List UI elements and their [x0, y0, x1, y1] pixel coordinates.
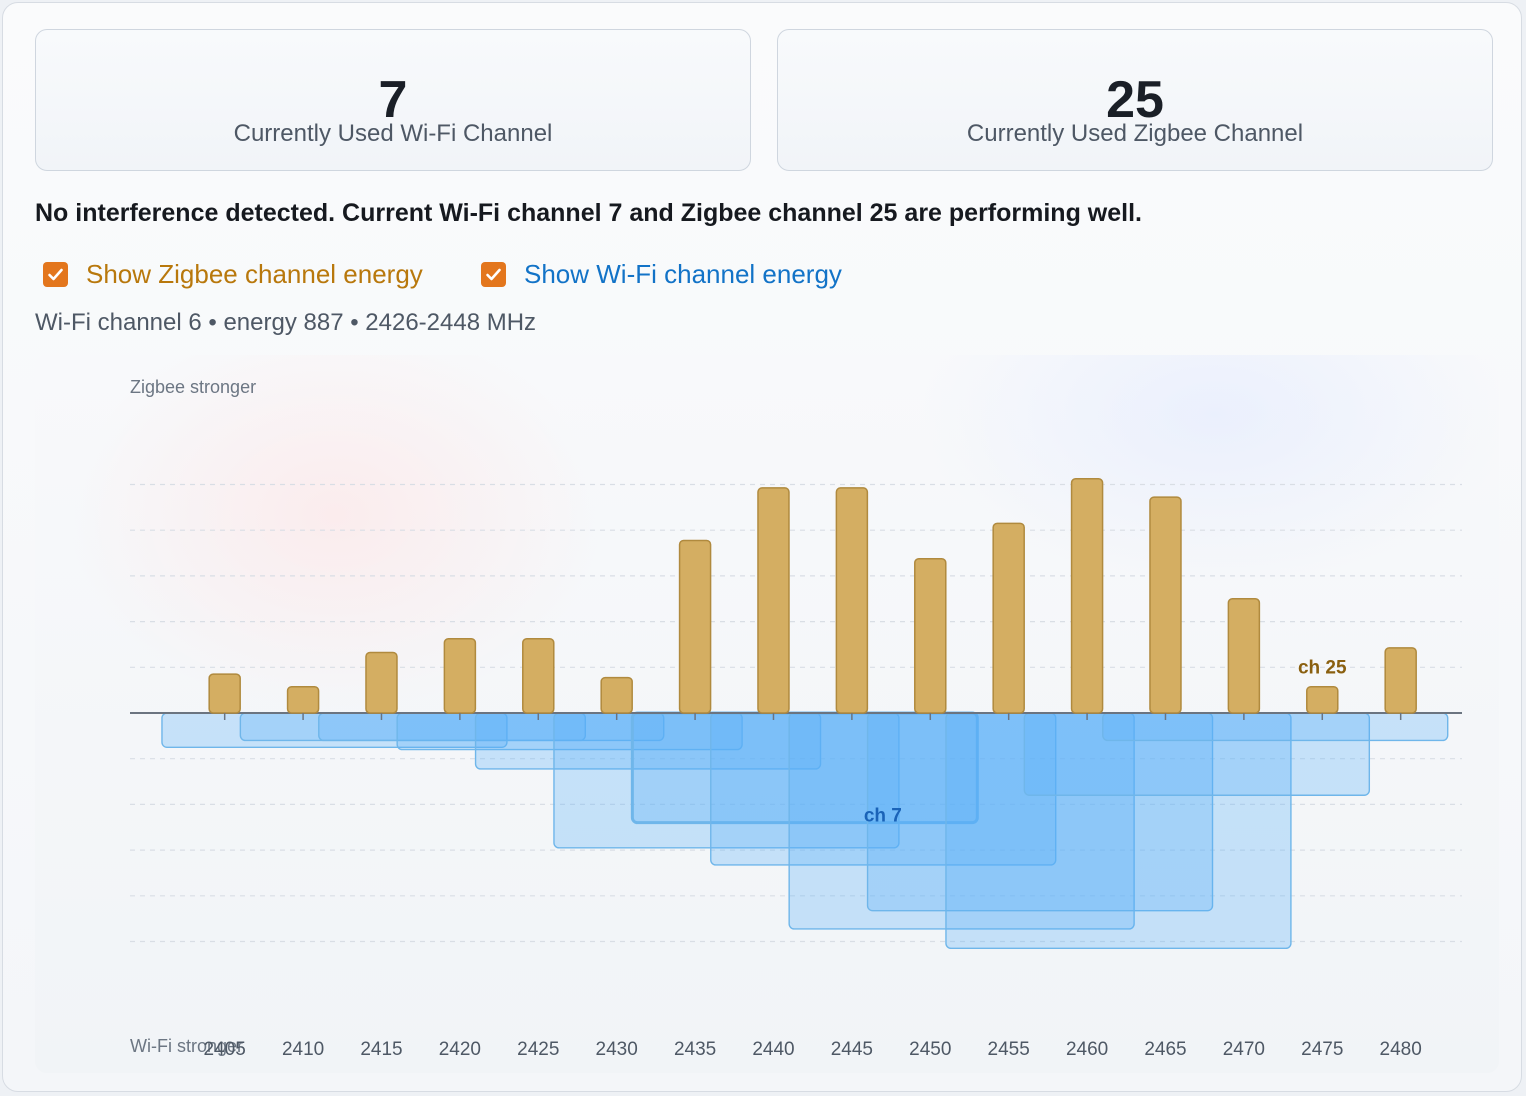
zigbee-channel-bar [1227, 598, 1261, 714]
wifi-current-channel-label: ch 7 [864, 806, 902, 827]
spectrum-chart-svg: Zigbee stronger ch 25 ch 7 Wi-Fi stronger… [130, 377, 1462, 1060]
zigbee-channel-bar [757, 487, 790, 714]
x-tick-label: 2410 [282, 1039, 324, 1060]
x-tick-label: 2455 [988, 1039, 1030, 1060]
x-tick-label: 2480 [1380, 1039, 1422, 1060]
zigbee-energy-toggle[interactable]: Show Zigbee channel energy [43, 259, 423, 289]
x-tick-label: 2405 [204, 1039, 246, 1060]
zigbee-energy-toggle-label: Show Zigbee channel energy [86, 258, 423, 289]
zigbee-channel-bar [522, 637, 555, 714]
hover-info-readout: Wi-Fi channel 6 • energy 887 • 2426-2448… [35, 309, 537, 336]
wifi-channel-value: 7 [378, 71, 408, 129]
zigbee-channel-bar [914, 558, 947, 714]
zigbee-channel-bar [1149, 496, 1182, 714]
zigbee-energy-series [208, 478, 1417, 714]
x-tick-label: 2465 [1144, 1039, 1186, 1060]
x-tick-label: 2430 [596, 1039, 638, 1060]
zigbee-channel-bar [600, 676, 633, 714]
spectrum-chart: Zigbee stronger ch 25 ch 7 Wi-Fi stronger… [35, 355, 1499, 1073]
wifi-energy-toggle-label: Show Wi-Fi channel energy [524, 258, 842, 289]
zigbee-channel-bar [286, 685, 320, 714]
x-tick-label: 2435 [674, 1039, 716, 1060]
current-channel-labels: ch 25 ch 7 [864, 658, 1347, 827]
interference-status: No interference detected. Current Wi-Fi … [35, 199, 1142, 227]
x-tick-label: 2470 [1223, 1039, 1265, 1060]
zigbee-channel-bar [208, 673, 241, 714]
zigbee-channel-bar [1070, 478, 1104, 714]
checkmark-icon [48, 268, 63, 280]
zigbee-channel-bar [365, 651, 398, 714]
zigbee-channel-card: 25 Currently Used Zigbee Channel [777, 29, 1493, 171]
checkmark-icon [486, 268, 501, 280]
zigbee-stronger-label: Zigbee stronger [130, 377, 256, 397]
wifi-channel-card: 7 Currently Used Wi-Fi Channel [35, 29, 751, 171]
wifi-energy-series [161, 711, 1449, 950]
wifi-channel-block [1102, 712, 1449, 742]
zigbee-channel-bar [1384, 647, 1417, 714]
zigbee-channel-label: Currently Used Zigbee Channel [966, 120, 1304, 147]
wifi-channel-label: Currently Used Wi-Fi Channel [233, 120, 553, 147]
zigbee-channel-bar [835, 487, 869, 714]
x-tick-label: 2420 [439, 1039, 481, 1060]
x-tick-label: 2450 [909, 1039, 951, 1060]
zigbee-channel-bar [443, 637, 477, 714]
x-tick-label: 2460 [1066, 1039, 1108, 1060]
wifi-stronger-label: Wi-Fi stronger [130, 1036, 243, 1056]
zigbee-channel-bar [1306, 685, 1339, 714]
x-tick-label: 2425 [517, 1039, 559, 1060]
wifi-energy-checkbox[interactable] [481, 261, 506, 287]
zigbee-channel-bar [678, 539, 712, 714]
wifi-energy-toggle[interactable]: Show Wi-Fi channel energy [481, 259, 842, 289]
x-tick-label: 2445 [831, 1039, 873, 1060]
x-tick-label: 2440 [752, 1039, 794, 1060]
x-axis-ticks: 2405 2410 2415 2420 2425 2430 2435 2440 2445 2450… [204, 713, 1422, 1060]
zigbee-current-channel-label: ch 25 [1298, 658, 1347, 679]
zigbee-energy-checkbox[interactable] [43, 261, 68, 287]
x-tick-label: 2475 [1301, 1039, 1343, 1060]
zigbee-channel-bar [992, 522, 1025, 714]
x-tick-label: 2415 [360, 1039, 402, 1060]
zigbee-channel-value: 25 [1106, 71, 1164, 129]
